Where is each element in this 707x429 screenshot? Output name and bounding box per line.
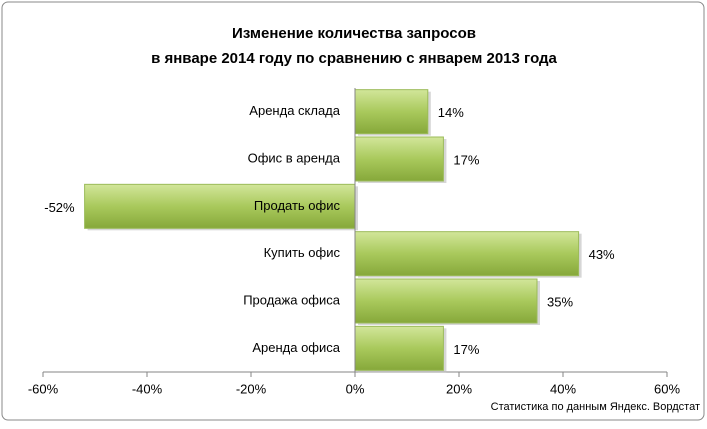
y-tick-label: Продать офис [254, 198, 341, 213]
source-note: Статистика по данным Яндекс. Вордстат [491, 401, 700, 413]
x-tick-label: -60% [28, 381, 59, 396]
x-tick-label: 40% [550, 381, 576, 396]
x-tick-label: 20% [446, 381, 472, 396]
value-label: 17% [453, 152, 479, 167]
value-label: 35% [547, 294, 573, 309]
chart-title: Изменение количества запросов [232, 25, 476, 42]
x-tick-label: 0% [346, 381, 365, 396]
bar [354, 325, 444, 371]
y-tick-label: Аренда офиса [252, 340, 340, 355]
value-label: 17% [453, 342, 479, 357]
x-tick-label: 60% [654, 381, 680, 396]
bar [354, 278, 538, 324]
value-label: 14% [438, 105, 464, 120]
bar [354, 136, 444, 182]
x-tick-label: -20% [236, 381, 267, 396]
y-tick-label: Купить офис [264, 245, 341, 260]
bar [84, 183, 356, 229]
value-label: -52% [44, 200, 75, 215]
y-tick-label: Офис в аренда [248, 150, 341, 165]
y-tick-label: Аренда склада [249, 103, 340, 118]
bar [354, 231, 580, 277]
value-label: 43% [589, 247, 615, 262]
x-tick-label: -40% [132, 381, 163, 396]
y-tick-label: Продажа офиса [243, 292, 341, 307]
bar [354, 89, 429, 135]
chart-title: в январе 2014 году по сравнению с январе… [151, 50, 557, 67]
